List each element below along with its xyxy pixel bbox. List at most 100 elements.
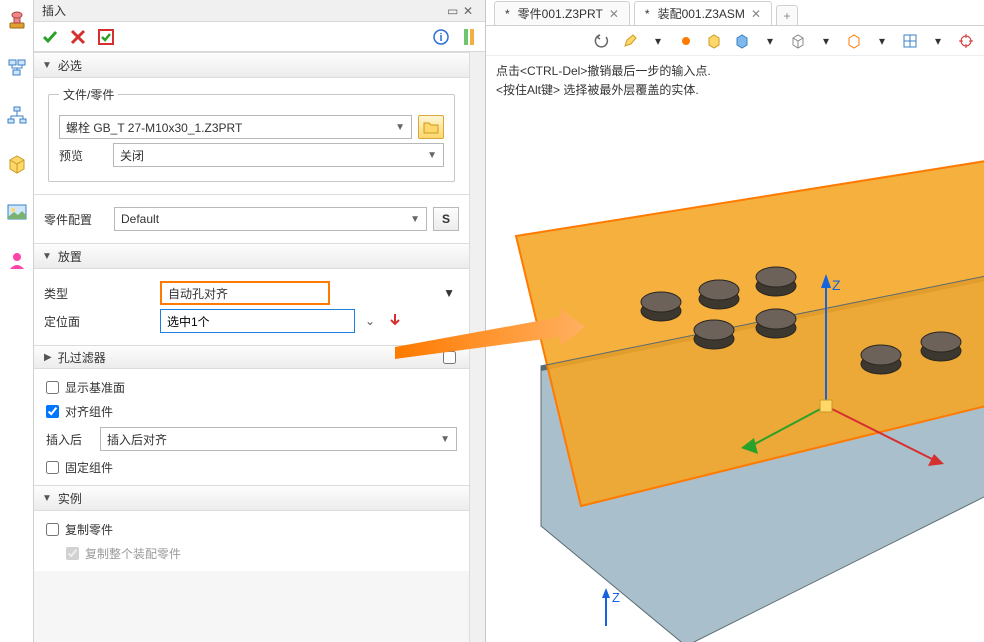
axis-z-label: Z [832,277,841,293]
face-label: 定位面 [44,313,154,330]
tab-asm001-label: 装配001.Z3ASM [658,5,745,22]
part-path-select[interactable]: 螺栓 GB_T 27-M10x30_1.Z3PRT ▼ [59,115,412,139]
file-legend: 文件/零件 [59,86,118,103]
yellow-cube-icon[interactable] [704,31,724,51]
panel-titlebar: 插入 ▭ ✕ [34,0,485,22]
after-insert-select[interactable]: 插入后对齐 ▼ [100,427,457,451]
hint-line-2: <按住Alt键> 选择被最外层覆盖的实体. [496,81,974,100]
copy-part-label: 复制零件 [65,521,113,538]
dropdown-icon[interactable]: ▾ [872,31,892,51]
section-instance-title: 实例 [58,490,82,507]
section-placement-header[interactable]: ▼ 放置 [34,243,469,269]
dropdown-icon[interactable]: ▾ [648,31,668,51]
chevron-down-icon: ▼ [427,150,437,161]
file-fieldset: 文件/零件 螺栓 GB_T 27-M10x30_1.Z3PRT ▼ 预览 [48,86,455,182]
tool-hierarchy-icon[interactable] [5,104,29,128]
dropdown-icon[interactable]: ▾ [928,31,948,51]
target-icon[interactable] [956,31,976,51]
insert-panel: 插入 ▭ ✕ i ▼ 必选 文件/零件 [34,0,486,642]
show-datum-checkbox[interactable] [46,381,59,394]
wire-cube-icon[interactable] [788,31,808,51]
expand-button[interactable] [457,25,481,49]
fix-comp-label: 固定组件 [65,459,113,476]
view-toolbar: ▾ ▾ ▾ ▾ ▾ [486,26,984,56]
panel-scrollbar[interactable] [469,52,485,642]
hole-filter-checkbox[interactable] [443,351,456,364]
left-vertical-toolbar [0,0,34,642]
preview-select[interactable]: 关闭 ▼ [113,143,444,167]
collapse-icon: ▼ [42,60,52,71]
section-placement-body: 类型 自动孔对齐 ▼ 定位面 ⌄ [34,269,469,345]
apply-button[interactable] [94,25,118,49]
undo-icon[interactable] [592,31,612,51]
tab-close-icon[interactable]: ✕ [609,7,619,21]
section-instance-body: 复制零件 复制整个装配零件 [34,511,469,571]
tool-box-icon[interactable] [5,152,29,176]
orange-wire-cube-icon[interactable] [844,31,864,51]
section-required-header[interactable]: ▼ 必选 [34,52,469,78]
tool-stamp-icon[interactable] [5,8,29,32]
tab-asm001[interactable]: * 装配001.Z3ASM ✕ [634,1,772,25]
panel-action-bar: i [34,22,485,52]
tab-part001[interactable]: * 零件001.Z3PRT ✕ [494,1,630,25]
section-required-title: 必选 [58,57,82,74]
tool-user-icon[interactable] [5,248,29,272]
face-input[interactable] [160,309,355,333]
config-body: 零件配置 Default ▼ S [34,194,469,243]
3d-viewport[interactable]: Z Z [486,106,984,642]
panel-close-icon[interactable]: ✕ [463,4,477,18]
tool-tree-icon[interactable] [5,56,29,80]
svg-text:i: i [439,32,442,44]
type-value: 自动孔对齐 [168,285,228,302]
config-select[interactable]: Default ▼ [114,207,427,231]
viewport-scene: Z Z [486,106,984,642]
type-select[interactable]: 自动孔对齐 [160,281,330,305]
chevron-down-icon: ▼ [440,434,450,445]
chevron-down-icon[interactable]: ▼ [439,282,459,304]
info-button[interactable]: i [429,25,453,49]
align-comp-label: 对齐组件 [65,403,113,420]
section-placement-title: 放置 [58,248,82,265]
cancel-button[interactable] [66,25,90,49]
face-pick-icon[interactable] [387,312,403,331]
edit-icon[interactable] [620,31,640,51]
hole-filter-title: 孔过滤器 [58,349,106,366]
hole-filter-header[interactable]: ▶ 孔过滤器 [34,345,469,369]
axis-z-bottom-label: Z [612,590,620,605]
dropdown-icon[interactable]: ▾ [816,31,836,51]
after-insert-value: 插入后对齐 [107,431,167,448]
grid-icon[interactable] [900,31,920,51]
tab-part001-label: 零件001.Z3PRT [518,5,603,22]
config-value: Default [121,212,159,226]
viewport-hints: 点击<CTRL-Del>撤销最后一步的输入点. <按住Alt键> 选择被最外层覆… [486,56,984,106]
expand-icon: ▶ [44,352,52,363]
hint-line-1: 点击<CTRL-Del>撤销最后一步的输入点. [496,62,974,81]
tool-image-icon[interactable] [5,200,29,224]
chevron-down-icon: ▼ [395,122,405,133]
copy-part-checkbox[interactable] [46,523,59,536]
dropdown-icon[interactable]: ▾ [760,31,780,51]
collapse-icon: ▼ [42,493,52,504]
after-insert-label: 插入后 [46,431,94,448]
face-dropdown-icon[interactable]: ⌄ [365,314,375,328]
preview-value: 关闭 [120,147,144,164]
align-comp-checkbox[interactable] [46,405,59,418]
tab-close-icon[interactable]: ✕ [751,7,761,21]
section-instance-header[interactable]: ▼ 实例 [34,485,469,511]
fix-comp-checkbox[interactable] [46,461,59,474]
placement-options: 显示基准面 对齐组件 插入后 插入后对齐 ▼ 固定组件 [34,369,469,485]
right-pane: * 零件001.Z3PRT ✕ * 装配001.Z3ASM ✕ + ▾ ▾ ▾ … [486,0,984,642]
panel-restore-icon[interactable]: ▭ [447,4,461,18]
blue-cube-icon[interactable] [732,31,752,51]
panel-title-text: 插入 [42,2,66,19]
type-label: 类型 [44,285,154,302]
show-datum-label: 显示基准面 [65,379,125,396]
config-label: 零件配置 [44,211,108,228]
ok-button[interactable] [38,25,62,49]
browse-folder-button[interactable] [418,115,444,139]
dot-icon[interactable] [676,31,696,51]
config-s-button[interactable]: S [433,207,459,231]
copy-entire-label: 复制整个装配零件 [85,545,181,562]
tab-add-button[interactable]: + [776,5,798,25]
part-path-value: 螺栓 GB_T 27-M10x30_1.Z3PRT [66,119,242,136]
